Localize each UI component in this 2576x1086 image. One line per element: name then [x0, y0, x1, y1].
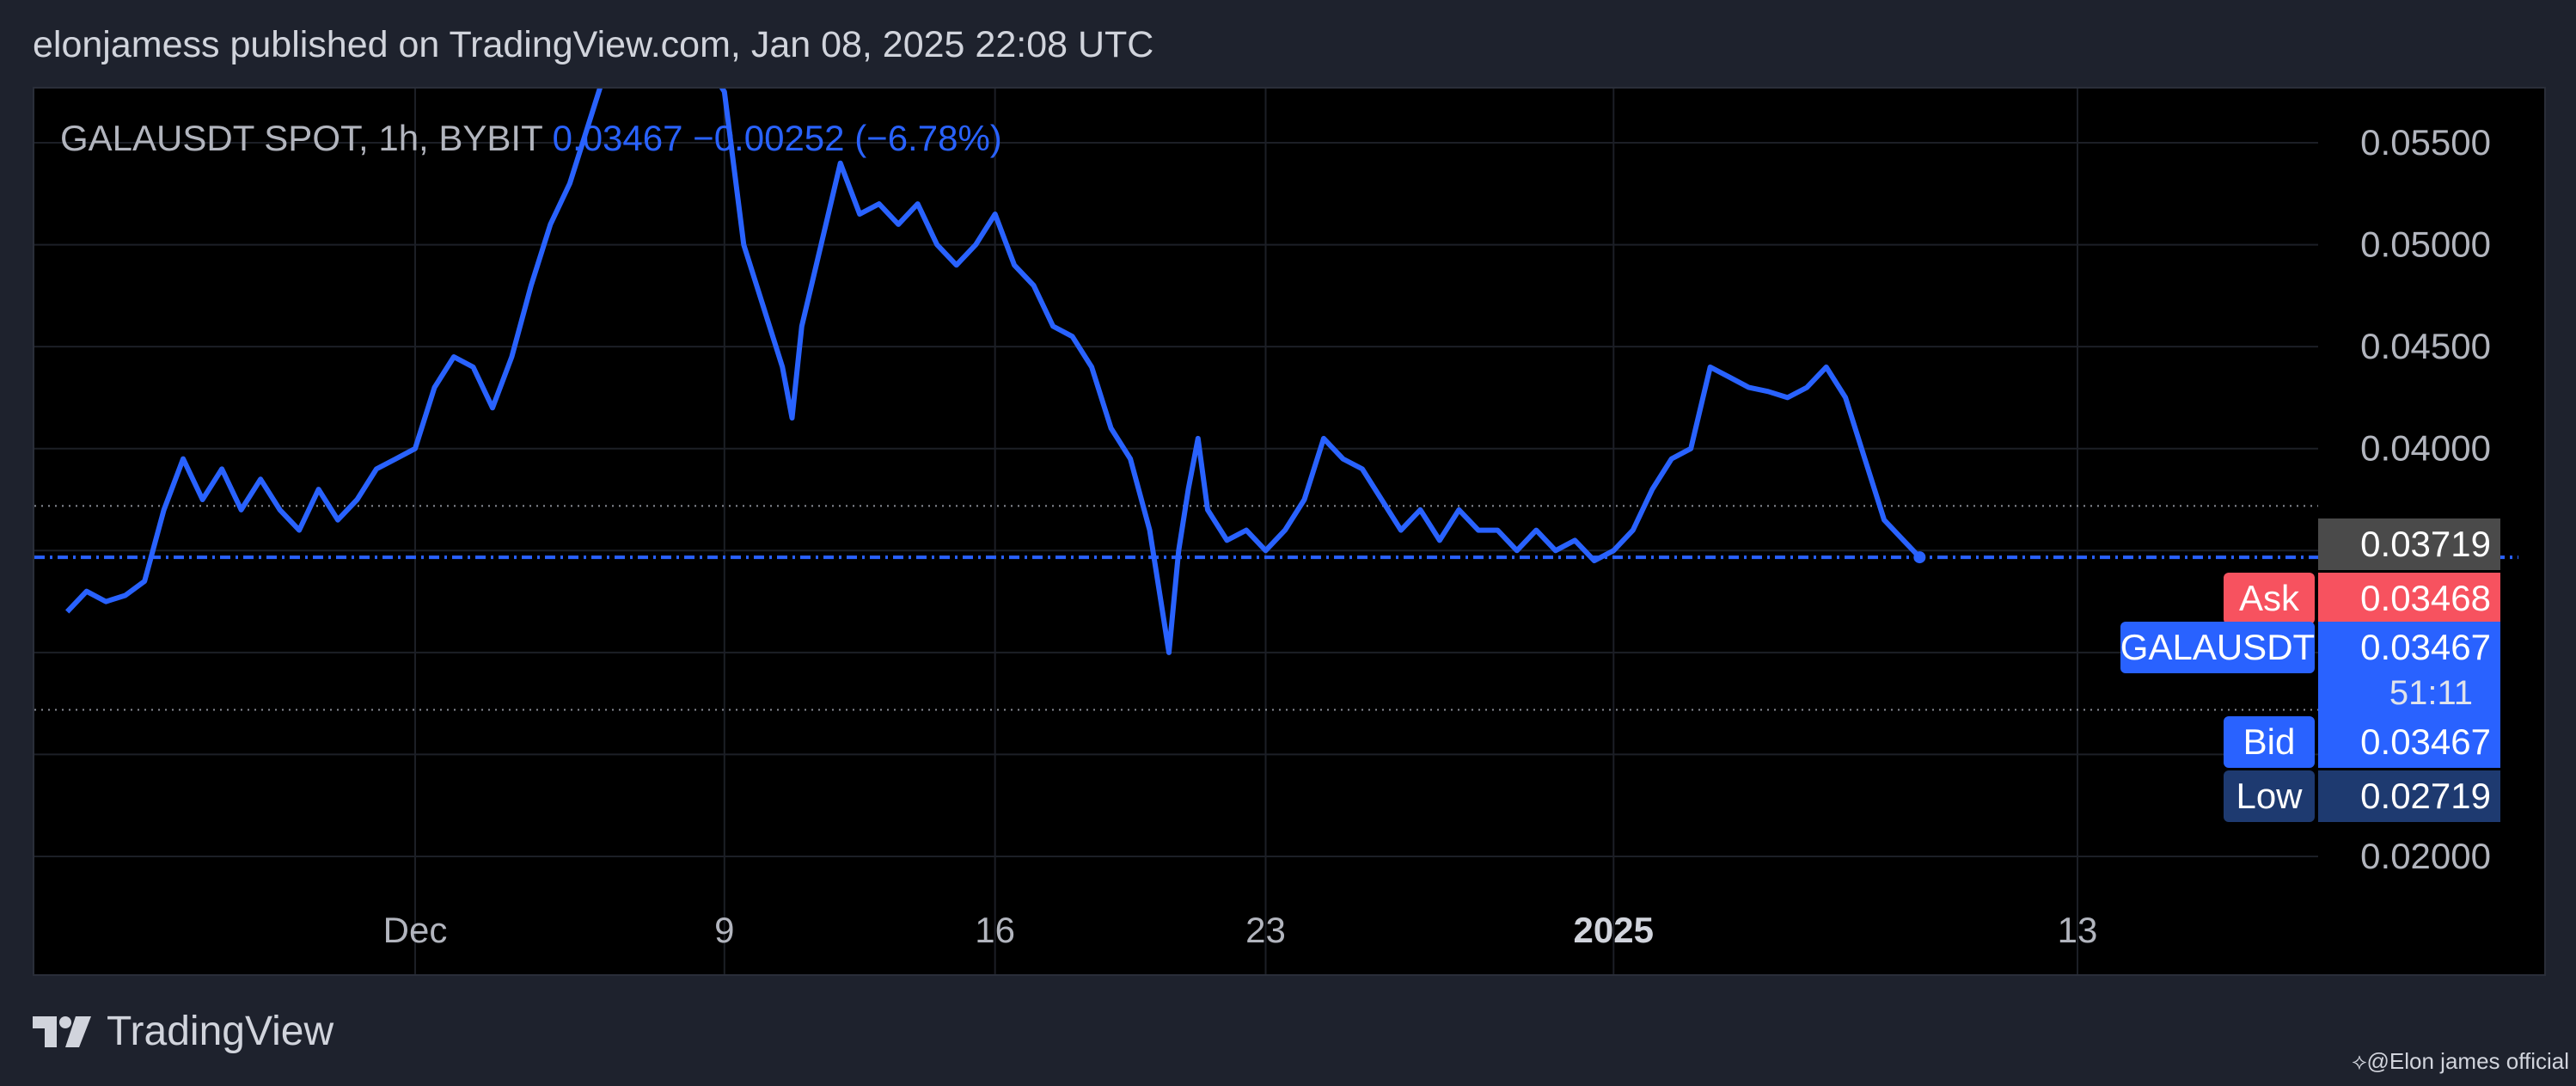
price-badge-tag	[2224, 573, 2315, 624]
grid-lines	[34, 89, 2318, 974]
price-badge-box	[2318, 716, 2500, 768]
time-tick-label: 9	[714, 910, 734, 950]
price-badge-value: 0.03467	[2360, 627, 2491, 667]
price-line-series	[65, 89, 1922, 655]
price-badge-tag	[2224, 770, 2315, 822]
watermark: ⟡@Elon james official	[2352, 1048, 2569, 1076]
price-badge-box	[2318, 518, 2500, 570]
countdown-label: 51:11	[2389, 674, 2473, 712]
legend-price: 0.03467	[552, 118, 683, 158]
chart-panel[interactable]: 0.05500 0.05000 0.04500 0.04000 0.02000 Dec 9…	[33, 87, 2546, 976]
price-tick-label: 0.04000	[2360, 428, 2491, 469]
price-tick-label: 0.05000	[2360, 224, 2491, 265]
time-tick-label: 23	[1245, 910, 1286, 950]
legend-symbol: GALAUSDT SPOT, 1h, BYBIT	[60, 118, 542, 158]
legend-change: −0.00252 (−6.78%)	[693, 118, 1002, 158]
time-tick-label: 2025	[1574, 910, 1654, 950]
price-badge-box	[2318, 622, 2500, 718]
brand-name: TradingView	[107, 1009, 334, 1054]
price-badge-tag	[2224, 716, 2315, 768]
price-level-badges: 0.03719 0.03468 Ask 0.03467 51:11 GALAUSDT 0.0…	[2120, 518, 2500, 822]
symbol-legend[interactable]: GALAUSDT SPOT, 1h, BYBIT 0.03467 −0.0025…	[60, 118, 1002, 159]
price-tick-label: 0.05500	[2360, 122, 2491, 163]
price-badge-label: Ask	[2239, 578, 2300, 618]
price-badge-box	[2318, 573, 2500, 624]
price-tick-label: 0.04500	[2360, 326, 2491, 366]
price-badge-value: 0.02719	[2360, 776, 2491, 816]
price-badge-label: Low	[2236, 776, 2303, 816]
time-axis: Dec 9 16 23 2025 13	[383, 910, 2098, 950]
price-badge-value: 0.03468	[2360, 578, 2491, 618]
time-tick-label: 13	[2058, 910, 2098, 950]
price-level-lines	[34, 505, 2518, 711]
time-tick-label: Dec	[383, 910, 448, 950]
price-badge-label: Bid	[2243, 721, 2296, 762]
price-chart[interactable]: 0.05500 0.05000 0.04500 0.04000 0.02000 Dec 9…	[34, 89, 2544, 974]
price-axis: 0.05500 0.05000 0.04500 0.04000 0.02000	[2360, 122, 2491, 876]
watermark-text: @Elon james official	[2366, 1048, 2569, 1074]
price-badge-value: 0.03719	[2360, 524, 2491, 564]
tradingview-logo[interactable]: TradingView	[33, 1008, 333, 1055]
price-badge-box	[2318, 770, 2500, 822]
price-badge-tag	[2120, 622, 2315, 673]
watermark-icon: ⟡	[2352, 1048, 2367, 1074]
tradingview-logo-icon	[33, 1015, 91, 1047]
price-badge-label: GALAUSDT	[2120, 627, 2315, 667]
price-tick-label: 0.02000	[2360, 836, 2491, 876]
published-header: elonjamess published on TradingView.com,…	[33, 24, 1154, 65]
last-price-dot	[1913, 551, 1926, 564]
time-tick-label: 16	[975, 910, 1015, 950]
price-badge-value: 0.03467	[2360, 721, 2491, 762]
